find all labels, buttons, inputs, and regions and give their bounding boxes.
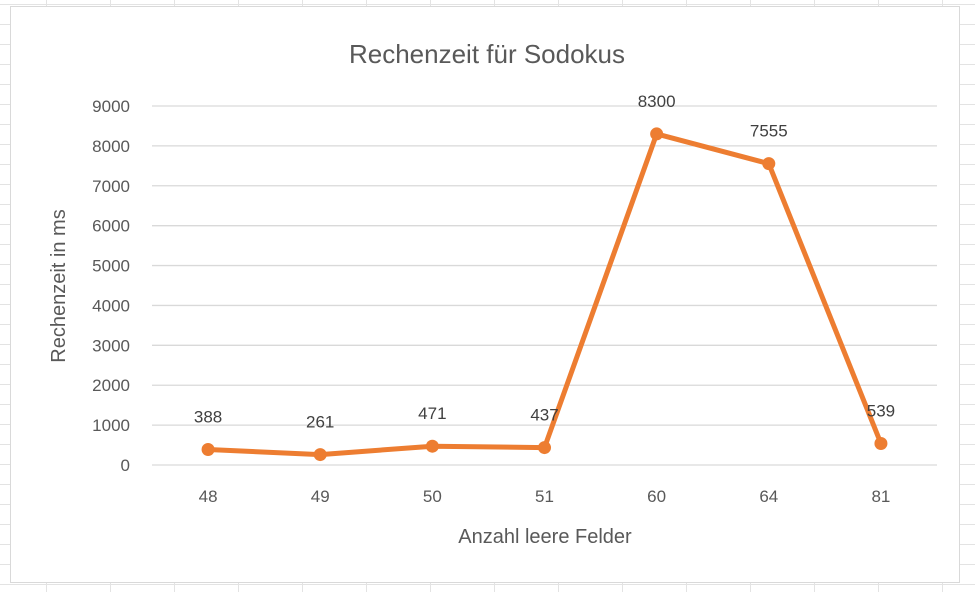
data-point — [874, 436, 888, 450]
x-tick-label: 81 — [871, 487, 890, 506]
data-label: 388 — [194, 408, 222, 427]
data-label: 8300 — [638, 92, 676, 111]
y-tick-label: 2000 — [92, 376, 130, 395]
data-point — [201, 443, 215, 457]
y-tick-label: 8000 — [92, 137, 130, 156]
x-tick-label: 48 — [199, 487, 218, 506]
y-tick-label: 4000 — [92, 296, 130, 315]
data-point — [650, 127, 664, 141]
data-label: 261 — [306, 413, 334, 432]
y-tick-label: 5000 — [92, 257, 130, 276]
chart-title: Rechenzeit für Sodokus — [349, 39, 625, 69]
data-label: 7555 — [750, 122, 788, 141]
data-point — [762, 157, 776, 171]
y-tick-label: 6000 — [92, 217, 130, 236]
data-point — [425, 439, 439, 453]
y-tick-label: 0 — [121, 456, 130, 475]
x-axis-title: Anzahl leere Felder — [458, 526, 632, 548]
x-tick-label: 50 — [423, 487, 442, 506]
data-label: 471 — [418, 404, 446, 423]
y-tick-label: 9000 — [92, 97, 130, 116]
data-label: 437 — [530, 406, 558, 425]
y-tick-label: 7000 — [92, 177, 130, 196]
y-tick-label: 1000 — [92, 416, 130, 435]
y-axis-ticks: 0 1000 2000 3000 4000 5000 6000 7000 8000 9000 — [92, 97, 130, 475]
x-tick-label: 49 — [311, 487, 330, 506]
x-tick-label: 64 — [759, 487, 778, 506]
x-tick-label: 51 — [535, 487, 554, 506]
data-point — [538, 441, 551, 455]
data-labels: 388 261 471 437 8300 7555 539 — [194, 92, 895, 432]
x-axis-ticks: 48 49 50 51 60 64 81 — [199, 487, 891, 506]
series-rechenzeit[interactable] — [201, 127, 888, 462]
gridlines — [152, 105, 937, 466]
x-tick-label: 60 — [647, 487, 666, 506]
y-tick-label: 3000 — [92, 336, 130, 355]
y-axis-title: Rechenzeit in ms — [48, 209, 70, 362]
data-point — [313, 448, 327, 462]
data-label: 539 — [867, 401, 895, 420]
chart-area[interactable] — [10, 6, 960, 583]
